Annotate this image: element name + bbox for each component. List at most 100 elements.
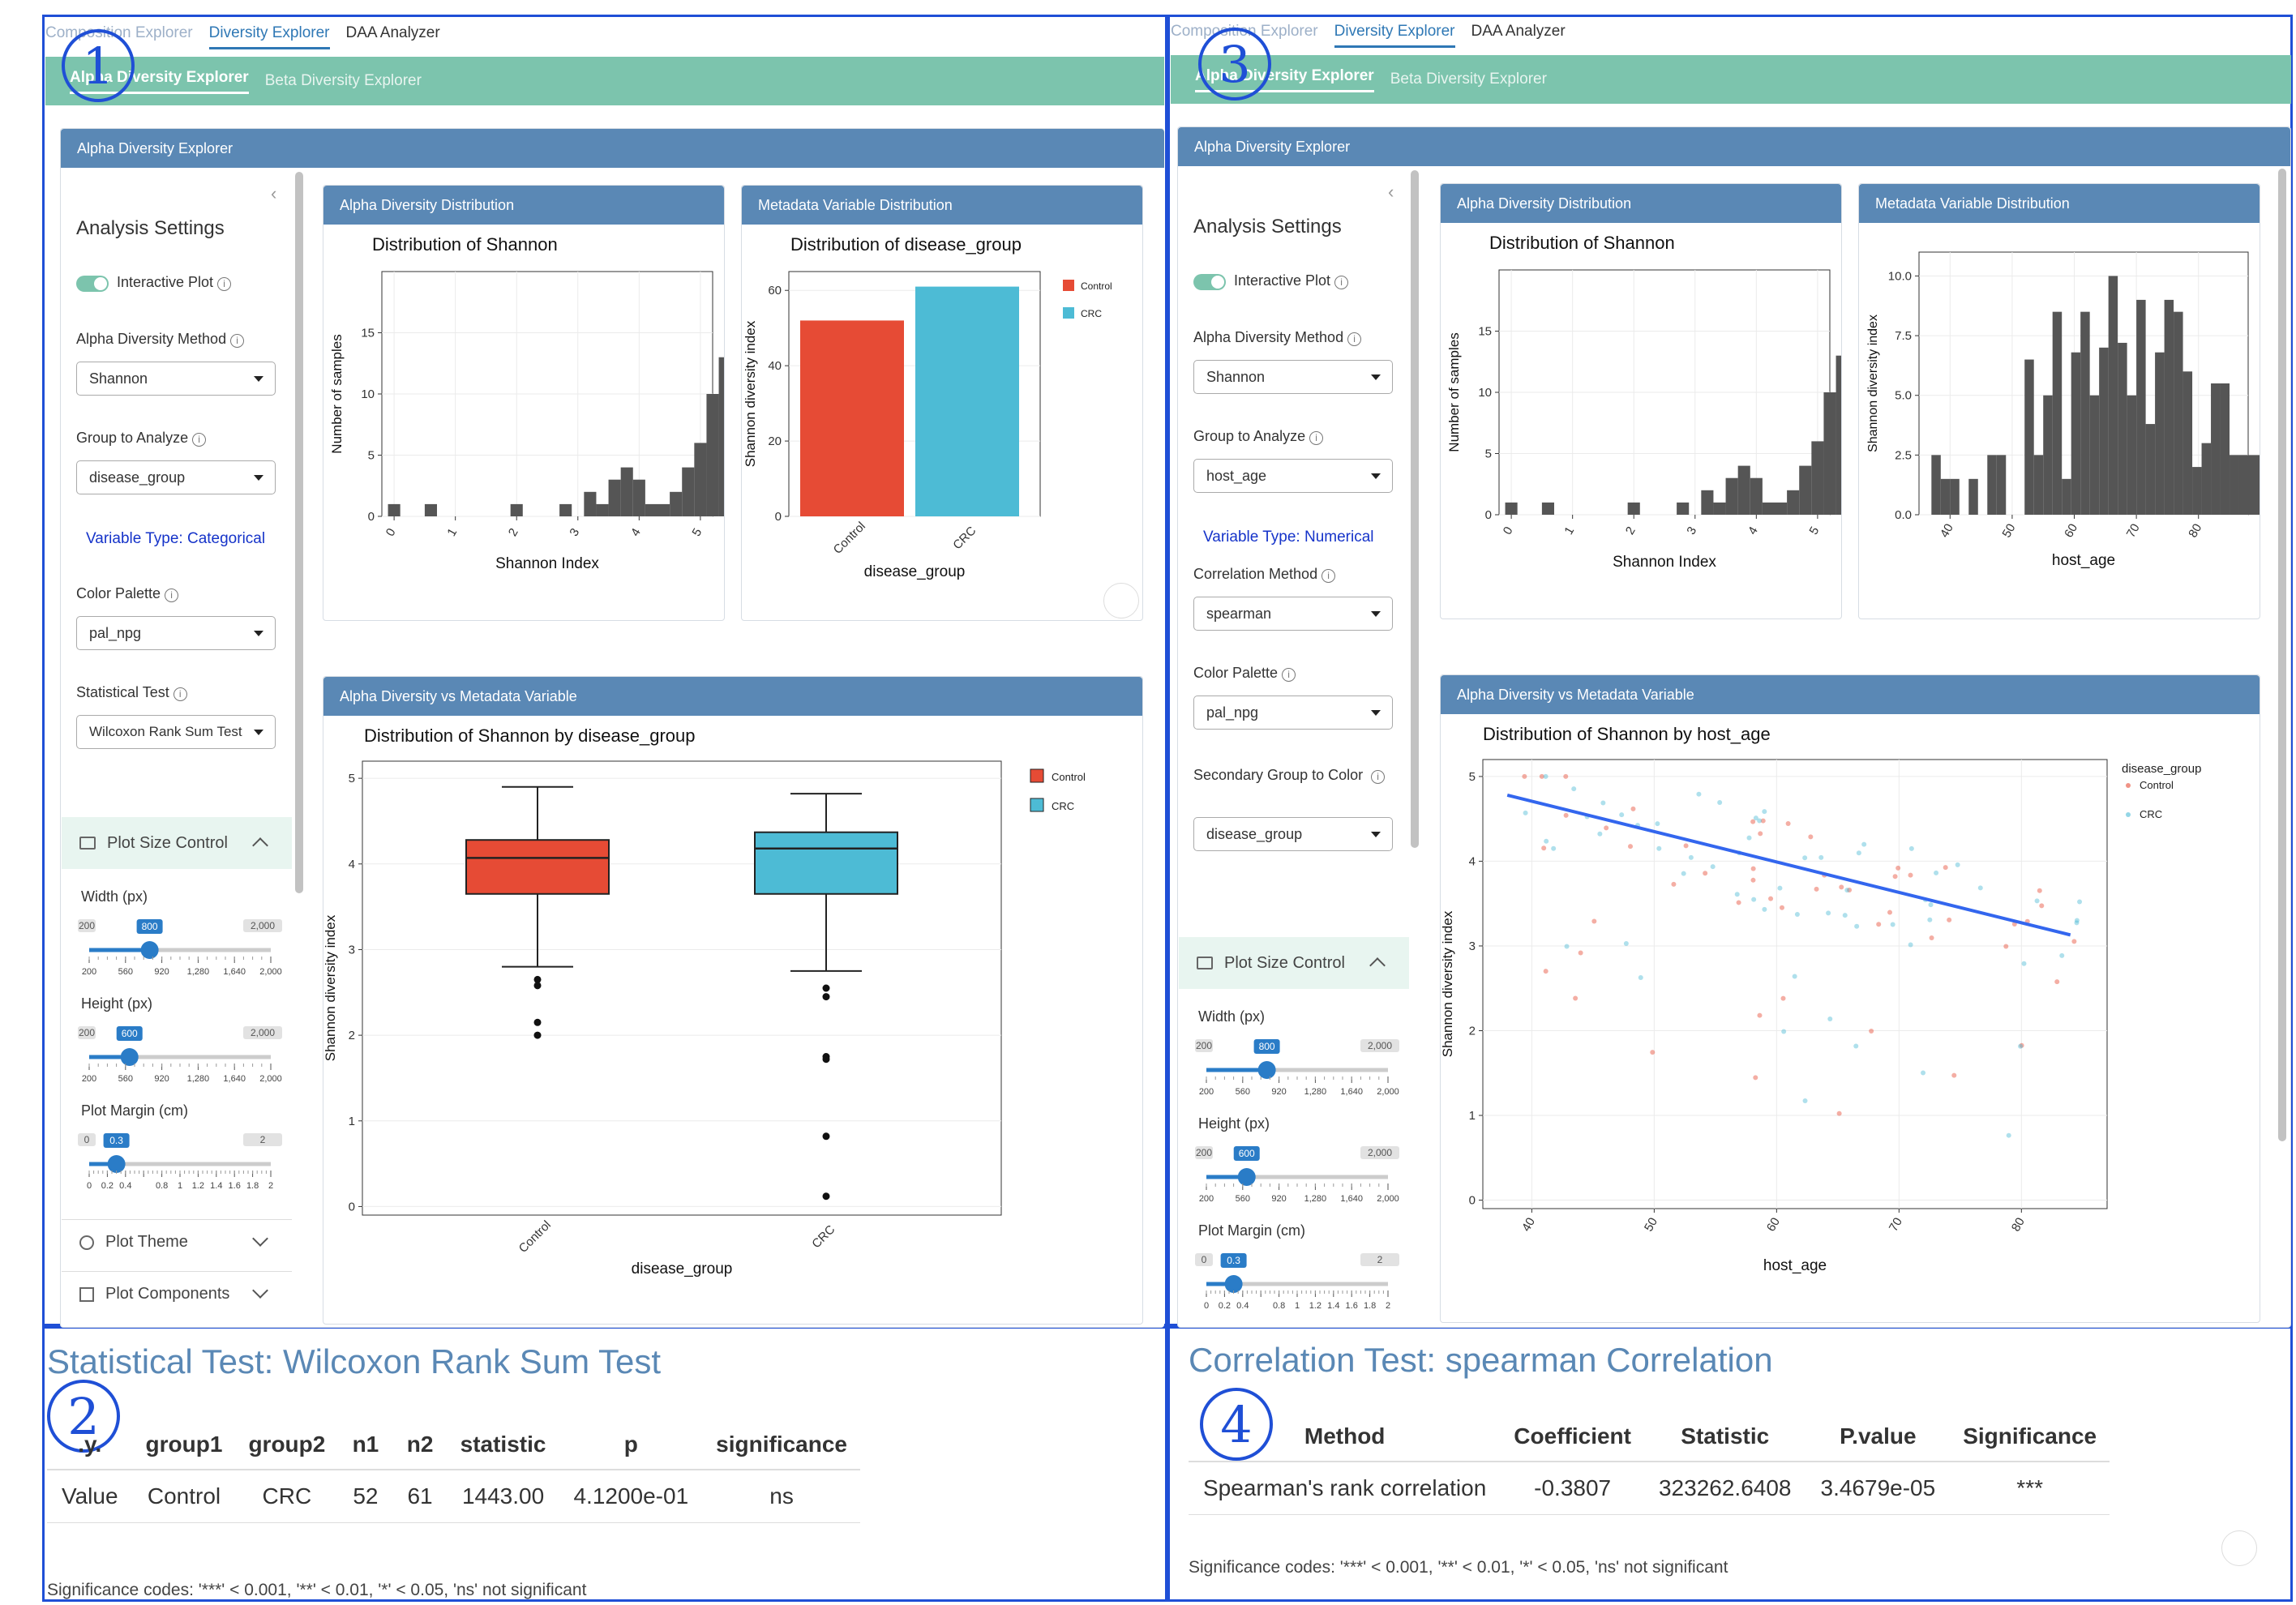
info-icon[interactable]: i	[165, 588, 179, 602]
histogram-bar	[2127, 395, 2137, 515]
info-icon[interactable]: i	[1347, 332, 1362, 346]
stat-test-label: Statistical Test i	[76, 684, 187, 701]
slider-min: 0	[1202, 1254, 1207, 1265]
scatter-point	[1779, 905, 1784, 910]
slider-value: 600	[122, 1028, 138, 1039]
scatter-point	[1753, 815, 1758, 821]
scatter-point	[1750, 877, 1756, 883]
info-icon[interactable]: i	[1282, 668, 1296, 682]
histogram-bar	[2201, 443, 2212, 515]
scatter-point	[1951, 1072, 1957, 1078]
corr-method-select[interactable]: spearman	[1193, 597, 1393, 631]
scatter-point	[1543, 773, 1549, 779]
method-select[interactable]: Shannon	[76, 362, 276, 396]
plot-theme-section[interactable]: Plot Theme	[62, 1219, 292, 1265]
interactive-label: Interactive Plot i	[117, 274, 232, 291]
scatter-point	[1977, 885, 1983, 891]
x-tick-label: 1	[444, 526, 460, 539]
margin-slider[interactable]: 0 2 0.3 0 0.2 0.4 0.8 1 1.2 1.4 1.6 1.8 2	[78, 1128, 285, 1193]
plot-size-section[interactable]: Plot Size Control	[1179, 937, 1409, 989]
palette-select[interactable]: pal_npg	[1193, 696, 1393, 730]
age-scatterplot: Distribution of Shannon by host_age 0 1 2 3 4…	[1441, 724, 2201, 1274]
histogram-bar	[1836, 355, 1841, 515]
subtab-beta[interactable]: Beta Diversity Explorer	[264, 72, 422, 89]
chart-title: Distribution of Shannon by host_age	[1483, 724, 1771, 744]
histogram-bar	[706, 394, 719, 516]
scatter-point	[2074, 920, 2080, 926]
info-icon[interactable]: i	[1309, 431, 1324, 445]
collapse-sidebar-icon[interactable]: ‹	[1388, 182, 1394, 202]
sidebar-scrollbar[interactable]	[295, 172, 303, 893]
legend-key	[1030, 798, 1044, 812]
histogram-bar	[1968, 478, 1978, 515]
info-icon[interactable]: i	[1334, 276, 1349, 289]
group-select[interactable]: host_age	[1193, 459, 1393, 493]
sidebar-scrollbar[interactable]	[1411, 170, 1419, 848]
palette-select[interactable]: pal_npg	[76, 616, 276, 650]
tab-diversity[interactable]: Diversity Explorer	[208, 24, 330, 49]
meta-card-header: Metadata Variable Distribution	[742, 186, 1142, 225]
table-cell: Value	[47, 1470, 133, 1523]
slider-tick-label: 2	[268, 1181, 273, 1191]
table-cell: 4.1200e-01	[559, 1470, 704, 1523]
height-slider[interactable]: 200 2,000 600 200 560 920 1,280 1,640 2,000	[1195, 1141, 1403, 1206]
slider-tick-label: 0.4	[119, 1181, 131, 1191]
info-icon[interactable]: i	[230, 334, 245, 348]
expand-icon[interactable]	[2221, 1530, 2257, 1566]
info-icon[interactable]: i	[192, 433, 207, 447]
stat-test-select[interactable]: Wilcoxon Rank Sum Test	[76, 715, 276, 749]
expand-icon[interactable]	[1103, 583, 1139, 618]
y-tick-label: 10	[361, 387, 375, 401]
plot-components-section[interactable]: Plot Components	[62, 1271, 292, 1316]
scatter-point	[1943, 865, 1948, 871]
info-icon[interactable]: i	[217, 277, 232, 291]
subtab-beta[interactable]: Beta Diversity Explorer	[1390, 71, 1547, 88]
main-scrollbar[interactable]	[2278, 169, 2286, 1141]
tab-diversity[interactable]: Diversity Explorer	[1334, 23, 1455, 48]
histogram-bar	[1775, 502, 1788, 515]
scatter-point	[1630, 806, 1636, 811]
width-slider[interactable]: 200 2,000 800 200 560 920 1,280 1,640 2,000	[1195, 1034, 1403, 1099]
height-slider[interactable]: 200 2,000 600 200 560 920 1,280 1,640 2,000	[78, 1021, 285, 1086]
secondary-group-select[interactable]: disease_group	[1193, 817, 1393, 851]
x-tick-label: 80	[2009, 1215, 2028, 1234]
interactive-label: Interactive Plot i	[1234, 272, 1349, 289]
width-slider[interactable]: 200 2,000 800 200 560 920 1,280 1,640 2,000	[78, 914, 285, 979]
method-select[interactable]: Shannon	[1193, 360, 1393, 394]
tab-daa[interactable]: DAA Analyzer	[1471, 23, 1566, 40]
scatter-point	[1762, 906, 1767, 912]
scatter-point	[1591, 918, 1597, 924]
slider-min: 200	[1196, 1147, 1212, 1158]
x-axis-label: host_age	[1763, 1257, 1827, 1274]
collapse-sidebar-icon[interactable]: ‹	[271, 183, 277, 203]
scatter-point	[1655, 821, 1660, 827]
scatter-point	[1746, 835, 1752, 841]
histogram-bar	[1750, 477, 1763, 515]
info-icon[interactable]: i	[1321, 569, 1336, 583]
scatter-point	[1751, 897, 1757, 902]
scatter-point	[1908, 942, 1913, 948]
scatter-point	[2071, 939, 2077, 944]
interactive-toggle[interactable]	[1193, 274, 1226, 290]
plot-size-section[interactable]: Plot Size Control	[62, 817, 292, 869]
slider-tick-label: 1.2	[1309, 1301, 1321, 1311]
scatter-point	[1921, 1070, 1926, 1076]
scatter-point	[1760, 818, 1766, 824]
y-tick-label: 3	[1469, 939, 1476, 953]
width-label: Width (px)	[81, 888, 148, 905]
x-tick-label: CRC	[809, 1222, 837, 1251]
histogram-bar	[694, 443, 707, 516]
interactive-toggle[interactable]	[76, 276, 109, 292]
margin-slider[interactable]: 0 2 0.3 0 0.2 0.4 0.8 1 1.2 1.4 1.6 1.8 2	[1195, 1248, 1403, 1313]
x-tick-label: 4	[1746, 524, 1761, 537]
histogram-bar	[1811, 441, 1824, 515]
tab-daa[interactable]: DAA Analyzer	[345, 24, 440, 41]
palette-icon	[79, 1235, 94, 1250]
table-header: n1	[338, 1420, 393, 1470]
scatter-point	[1802, 855, 1808, 861]
scatter-point	[1671, 881, 1677, 887]
significance-codes: Significance codes: '***' < 0.001, '**' …	[1189, 1558, 1728, 1577]
group-select[interactable]: disease_group	[76, 460, 276, 494]
info-icon[interactable]: i	[1371, 770, 1386, 784]
info-icon[interactable]: i	[173, 687, 187, 701]
